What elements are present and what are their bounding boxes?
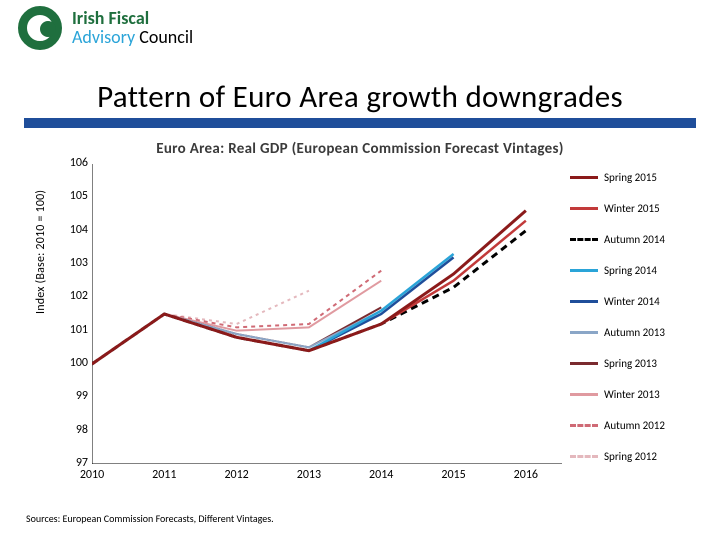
x-tick: 2014 [361,468,401,482]
title-underline [24,118,696,128]
y-tick: 99 [62,389,88,403]
chart-title: Euro Area: Real GDP (European Commission… [0,140,720,158]
y-tick: 104 [62,223,88,237]
y-tick: 98 [62,423,88,437]
legend-swatch [570,176,598,179]
y-tick: 103 [62,256,88,270]
x-tick: 2010 [72,468,112,482]
legend-swatch [570,269,598,272]
legend-label: Winter 2013 [604,388,660,401]
plot-area [92,164,562,464]
slide: Irish Fiscal Advisory Council Pattern of… [0,0,720,540]
logo-line2: Advisory Council [72,28,193,47]
y-tick: 101 [62,323,88,337]
legend-item: Winter 2013 [570,379,700,410]
chart: Index (Base: 2010 = 100) Spring 2015Wint… [40,164,688,494]
legend-item: Spring 2012 [570,441,700,472]
legend: Spring 2015 Winter 2015 Autumn 2014 Spring … [570,162,700,472]
legend-item: Autumn 2012 [570,410,700,441]
legend-label: Autumn 2012 [604,419,665,432]
legend-swatch [570,238,598,241]
legend-swatch [570,424,598,427]
logo: Irish Fiscal Advisory Council [18,6,193,50]
legend-swatch [570,300,598,303]
legend-item: Spring 2015 [570,162,700,193]
legend-item: Spring 2013 [570,348,700,379]
legend-swatch [570,393,598,396]
legend-swatch [570,207,598,210]
logo-text: Irish Fiscal Advisory Council [72,9,193,47]
x-tick: 2015 [434,468,474,482]
legend-item: Autumn 2014 [570,224,700,255]
legend-label: Winter 2014 [604,295,660,308]
x-tick: 2012 [217,468,257,482]
legend-label: Autumn 2013 [604,326,665,339]
y-axis-label: Index (Base: 2010 = 100) [34,190,48,314]
legend-item: Autumn 2013 [570,317,700,348]
legend-label: Winter 2015 [604,202,660,215]
legend-item: Spring 2014 [570,255,700,286]
x-tick: 2013 [289,468,329,482]
legend-label: Spring 2012 [604,450,657,463]
legend-label: Spring 2013 [604,357,657,370]
page-title: Pattern of Euro Area growth downgrades [0,78,720,116]
y-tick: 102 [62,289,88,303]
y-tick: 100 [62,356,88,370]
x-tick: 2016 [506,468,546,482]
legend-label: Spring 2015 [604,171,657,184]
source-note: Sources: European Commission Forecasts, … [26,512,274,525]
y-tick: 106 [62,156,88,170]
x-tick: 2011 [144,468,184,482]
legend-item: Winter 2014 [570,286,700,317]
y-tick: 105 [62,189,88,203]
legend-label: Autumn 2014 [604,233,665,246]
legend-swatch [570,362,598,365]
legend-label: Spring 2014 [604,264,657,277]
ifac-logo-icon [18,6,62,50]
legend-swatch [570,331,598,334]
legend-swatch [570,455,598,458]
legend-item: Winter 2015 [570,193,700,224]
